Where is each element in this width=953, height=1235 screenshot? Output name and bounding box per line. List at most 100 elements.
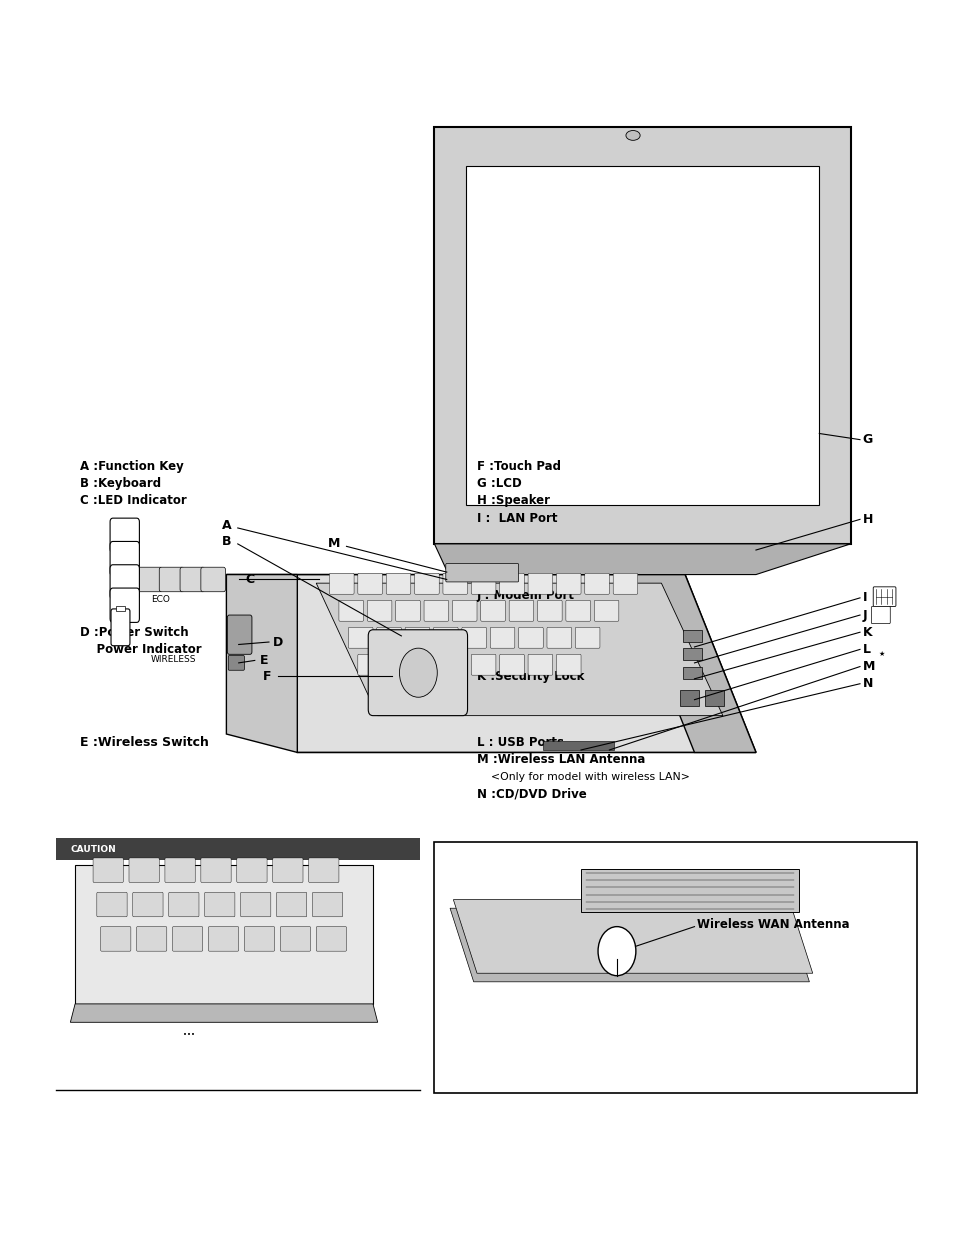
Text: M: M [327, 537, 339, 551]
FancyBboxPatch shape [201, 567, 225, 592]
FancyBboxPatch shape [442, 573, 467, 594]
FancyBboxPatch shape [276, 892, 307, 916]
FancyBboxPatch shape [415, 655, 438, 676]
Text: M: M [862, 659, 874, 673]
FancyBboxPatch shape [357, 655, 382, 676]
Polygon shape [226, 574, 755, 752]
FancyBboxPatch shape [368, 630, 467, 715]
FancyBboxPatch shape [348, 627, 373, 648]
FancyBboxPatch shape [309, 858, 338, 883]
FancyBboxPatch shape [329, 573, 354, 594]
FancyBboxPatch shape [528, 573, 552, 594]
FancyBboxPatch shape [244, 926, 274, 951]
Bar [704, 690, 723, 706]
FancyBboxPatch shape [518, 627, 542, 648]
FancyBboxPatch shape [546, 627, 571, 648]
FancyBboxPatch shape [240, 892, 271, 916]
Text: K: K [862, 626, 872, 638]
FancyBboxPatch shape [405, 627, 429, 648]
FancyBboxPatch shape [110, 541, 139, 576]
Text: B: B [221, 535, 231, 548]
Text: ≡: ≡ [121, 598, 128, 608]
FancyBboxPatch shape [236, 858, 267, 883]
FancyBboxPatch shape [556, 655, 580, 676]
FancyBboxPatch shape [165, 858, 195, 883]
Polygon shape [450, 908, 808, 982]
FancyBboxPatch shape [367, 600, 392, 621]
Bar [434, 842, 916, 1093]
Text: H :Speaker: H :Speaker [476, 494, 550, 508]
FancyBboxPatch shape [386, 655, 411, 676]
FancyBboxPatch shape [442, 655, 467, 676]
FancyBboxPatch shape [201, 858, 231, 883]
FancyBboxPatch shape [159, 567, 184, 592]
FancyBboxPatch shape [357, 573, 382, 594]
Bar [679, 690, 699, 706]
Polygon shape [434, 127, 850, 543]
Text: Wireless WAN Antenna: Wireless WAN Antenna [697, 918, 849, 931]
Ellipse shape [399, 648, 436, 698]
Text: A: A [121, 529, 128, 537]
FancyBboxPatch shape [137, 567, 162, 592]
FancyBboxPatch shape [169, 892, 199, 916]
Text: F: F [263, 669, 272, 683]
Text: A :Function Key: A :Function Key [80, 461, 183, 473]
Text: G :LCD: G :LCD [476, 477, 521, 490]
Text: <Only for model with wireless LAN>: <Only for model with wireless LAN> [476, 772, 689, 782]
FancyBboxPatch shape [471, 655, 496, 676]
Text: B :Keyboard: B :Keyboard [80, 477, 161, 490]
Polygon shape [315, 583, 722, 715]
Text: N :CD/DVD Drive: N :CD/DVD Drive [476, 788, 586, 800]
FancyBboxPatch shape [110, 564, 139, 599]
FancyBboxPatch shape [565, 600, 590, 621]
Text: ↕: ↕ [121, 576, 128, 584]
FancyBboxPatch shape [423, 600, 448, 621]
FancyBboxPatch shape [415, 573, 438, 594]
Text: L : USB Ports: L : USB Ports [476, 736, 563, 750]
Bar [542, 741, 614, 750]
FancyBboxPatch shape [575, 627, 599, 648]
FancyBboxPatch shape [376, 627, 401, 648]
FancyBboxPatch shape [227, 615, 252, 655]
Text: L: L [862, 643, 870, 656]
Text: D: D [273, 636, 283, 648]
Polygon shape [226, 574, 297, 752]
FancyBboxPatch shape [313, 892, 342, 916]
Text: E: E [259, 655, 268, 667]
FancyBboxPatch shape [490, 627, 515, 648]
Text: CAUTION: CAUTION [71, 845, 116, 853]
Text: G: G [862, 433, 872, 446]
Text: F :Touch Pad: F :Touch Pad [476, 461, 560, 473]
FancyBboxPatch shape [110, 519, 139, 552]
Text: WIRELESS: WIRELESS [151, 655, 196, 663]
Text: C: C [245, 573, 254, 585]
Text: K :Security Lock: K :Security Lock [476, 669, 584, 683]
Text: i: i [123, 552, 126, 561]
FancyBboxPatch shape [315, 926, 346, 951]
FancyBboxPatch shape [613, 573, 638, 594]
Text: Power Indicator: Power Indicator [80, 643, 201, 656]
Polygon shape [446, 916, 805, 990]
FancyBboxPatch shape [480, 600, 505, 621]
FancyBboxPatch shape [499, 655, 524, 676]
FancyBboxPatch shape [528, 655, 552, 676]
Text: I :  LAN Port: I : LAN Port [476, 511, 557, 525]
FancyBboxPatch shape [180, 567, 205, 592]
Bar [682, 630, 701, 642]
FancyBboxPatch shape [509, 600, 533, 621]
FancyBboxPatch shape [280, 926, 311, 951]
FancyBboxPatch shape [228, 656, 244, 671]
FancyBboxPatch shape [172, 926, 203, 951]
Text: •••: ••• [182, 1031, 194, 1037]
Polygon shape [71, 1004, 377, 1023]
Polygon shape [453, 899, 812, 973]
FancyBboxPatch shape [273, 858, 303, 883]
FancyBboxPatch shape [208, 926, 238, 951]
FancyBboxPatch shape [136, 926, 167, 951]
Polygon shape [434, 543, 850, 574]
FancyBboxPatch shape [100, 926, 131, 951]
FancyBboxPatch shape [556, 573, 580, 594]
Text: N: N [862, 677, 872, 690]
FancyBboxPatch shape [111, 609, 130, 646]
FancyBboxPatch shape [205, 892, 234, 916]
